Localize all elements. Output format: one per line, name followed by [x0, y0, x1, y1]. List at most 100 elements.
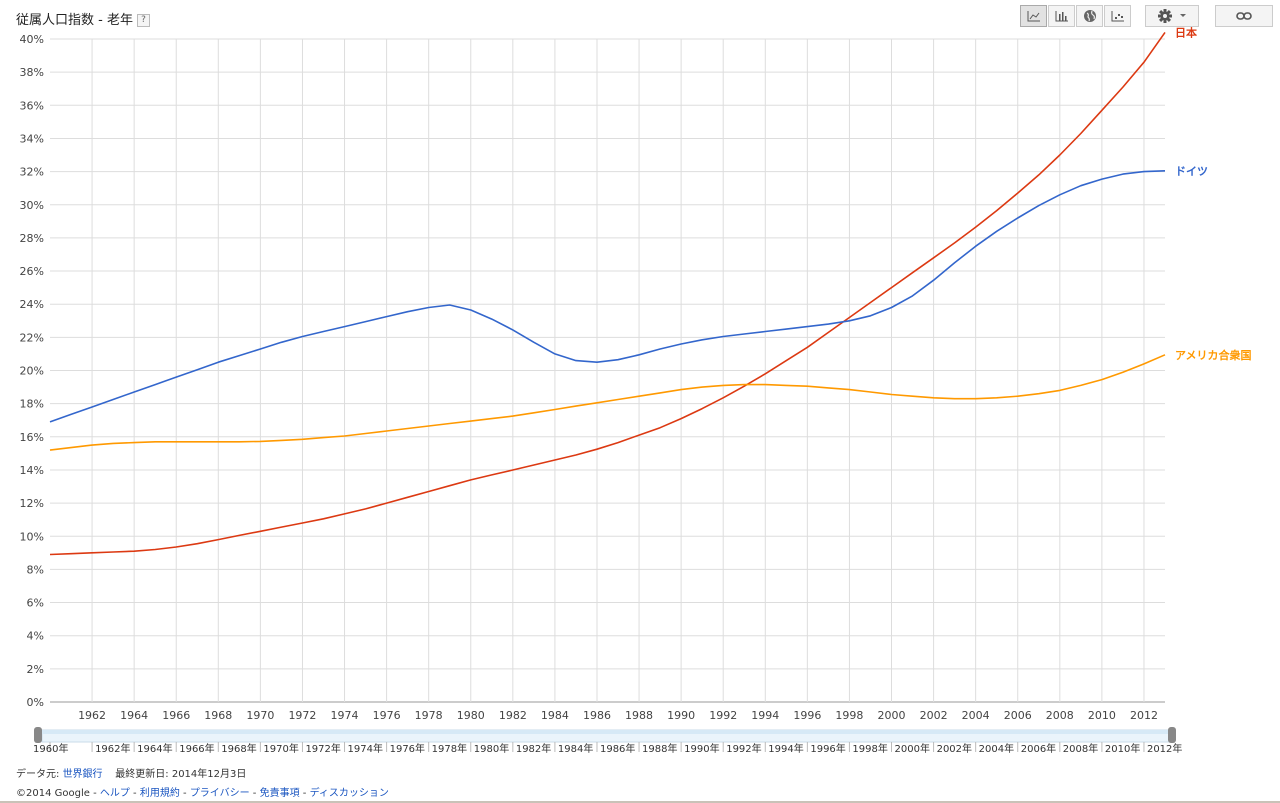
- map-button[interactable]: [1076, 5, 1103, 27]
- bottom-border: [0, 801, 1280, 803]
- range-label: 1992年: [726, 742, 761, 755]
- x-tick-label: 1964: [120, 709, 148, 722]
- footer-links: ©2014 Google - ヘルプ - 利用規約 - プライバシー - 免責事…: [16, 784, 389, 799]
- range-label: 1974年: [348, 742, 383, 755]
- y-tick-label: 2%: [27, 663, 44, 676]
- copyright: ©2014 Google: [16, 788, 90, 799]
- series-line[interactable]: [49, 31, 1166, 556]
- range-label: 1978年: [432, 742, 467, 755]
- y-tick-label: 38%: [20, 66, 44, 79]
- range-label: 1998年: [852, 742, 887, 755]
- x-tick-label: 2012: [1130, 709, 1158, 722]
- line-chart-button[interactable]: [1020, 5, 1047, 27]
- range-label: 1966年: [179, 742, 214, 755]
- x-tick-label: 1972: [288, 709, 316, 722]
- range-label: 2010年: [1105, 742, 1140, 755]
- y-tick-label: 20%: [20, 365, 44, 378]
- x-tick-label: 2000: [878, 709, 906, 722]
- y-tick-label: 26%: [20, 265, 44, 278]
- y-tick-label: 6%: [27, 597, 44, 610]
- x-tick-label: 1984: [541, 709, 569, 722]
- series-line[interactable]: [49, 354, 1166, 451]
- link-icon: [1236, 12, 1252, 20]
- x-tick-label: 1962: [78, 709, 106, 722]
- help-link[interactable]: ヘルプ: [99, 788, 130, 799]
- scatter-icon: [1111, 11, 1124, 22]
- x-tick-label: 2008: [1046, 709, 1074, 722]
- x-tick-label: 1966: [162, 709, 190, 722]
- range-label: 2004年: [979, 742, 1014, 755]
- y-tick-label: 10%: [20, 530, 44, 543]
- separator: -: [89, 788, 100, 799]
- range-handle-left[interactable]: [34, 727, 42, 743]
- y-tick-label: 18%: [20, 398, 44, 411]
- y-tick-label: 24%: [20, 298, 44, 311]
- separator: -: [249, 788, 260, 799]
- y-tick-label: 32%: [20, 166, 44, 179]
- y-tick-label: 30%: [20, 199, 44, 212]
- series-label[interactable]: 日本: [1175, 25, 1197, 39]
- scatter-button[interactable]: [1104, 5, 1131, 27]
- terms-link[interactable]: 利用規約: [139, 788, 180, 799]
- x-tick-label: 1990: [667, 709, 695, 722]
- range-label: 2008年: [1063, 742, 1098, 755]
- y-tick-label: 0%: [27, 696, 44, 709]
- x-tick-label: 1970: [246, 709, 274, 722]
- bar-chart-button[interactable]: [1048, 5, 1075, 27]
- y-tick-label: 4%: [27, 630, 44, 643]
- range-label: 1982年: [516, 742, 551, 755]
- x-tick-label: 1968: [204, 709, 232, 722]
- range-label: 1988年: [642, 742, 677, 755]
- line-chart-icon: [1027, 11, 1040, 22]
- y-tick-label: 36%: [20, 99, 44, 112]
- range-label: 1972年: [305, 742, 340, 755]
- source-link[interactable]: 世界銀行: [62, 769, 103, 780]
- chart-title: 従属人口指数 - 老年: [16, 13, 133, 28]
- separator: -: [299, 788, 310, 799]
- range-label: 1980年: [474, 742, 509, 755]
- discussion-link[interactable]: ディスカッション: [309, 788, 389, 799]
- range-label: 2012年: [1147, 742, 1182, 755]
- range-label: 1990年: [684, 742, 719, 755]
- source-label: データ元:: [16, 769, 60, 780]
- x-tick-label: 1978: [415, 709, 443, 722]
- series-label[interactable]: アメリカ合衆国: [1175, 348, 1251, 362]
- y-tick-label: 34%: [20, 132, 44, 145]
- x-tick-label: 1974: [331, 709, 359, 722]
- x-tick-label: 2002: [920, 709, 948, 722]
- y-tick-label: 8%: [27, 563, 44, 576]
- range-label: 2006年: [1021, 742, 1056, 755]
- range-handle-right[interactable]: [1168, 727, 1176, 743]
- link-button[interactable]: [1215, 5, 1273, 27]
- last-updated: 最終更新日: 2014年12月3日: [115, 769, 247, 780]
- range-label: 1996年: [810, 742, 845, 755]
- range-label: 1970年: [263, 742, 298, 755]
- help-button[interactable]: ?: [136, 14, 150, 27]
- x-tick-label: 1986: [583, 709, 611, 722]
- x-tick-label: 2010: [1088, 709, 1116, 722]
- privacy-link[interactable]: プライバシー: [189, 788, 250, 799]
- range-label: 1968年: [221, 742, 256, 755]
- bar-chart-icon: [1055, 11, 1068, 22]
- range-label: 1994年: [768, 742, 803, 755]
- y-tick-label: 14%: [20, 464, 44, 477]
- series-line[interactable]: [49, 170, 1166, 423]
- range-label: 1976年: [390, 742, 425, 755]
- page-title: 従属人口指数 - 老年?: [16, 9, 150, 28]
- separator: -: [129, 788, 140, 799]
- series-label[interactable]: ドイツ: [1175, 165, 1208, 178]
- range-label: 1984年: [558, 742, 593, 755]
- range-slider-band: [42, 730, 1173, 734]
- disclaimer-link[interactable]: 免責事項: [259, 788, 300, 799]
- separator: -: [179, 788, 190, 799]
- line-chart: 0% 2% 4% 6% 8% 10% 12% 14% 16% 18% 20% 22% 24% 26% 28%…: [20, 25, 1252, 755]
- range-label: 1986年: [600, 742, 635, 755]
- x-tick-label: 1992: [709, 709, 737, 722]
- x-tick-label: 2006: [1004, 709, 1032, 722]
- gear-icon: [1158, 9, 1172, 23]
- range-label: 2002年: [937, 742, 972, 755]
- settings-button[interactable]: [1145, 5, 1199, 27]
- chevron-down-icon: [1180, 14, 1186, 17]
- x-tick-label: 1988: [625, 709, 653, 722]
- x-tick-label: 1976: [373, 709, 401, 722]
